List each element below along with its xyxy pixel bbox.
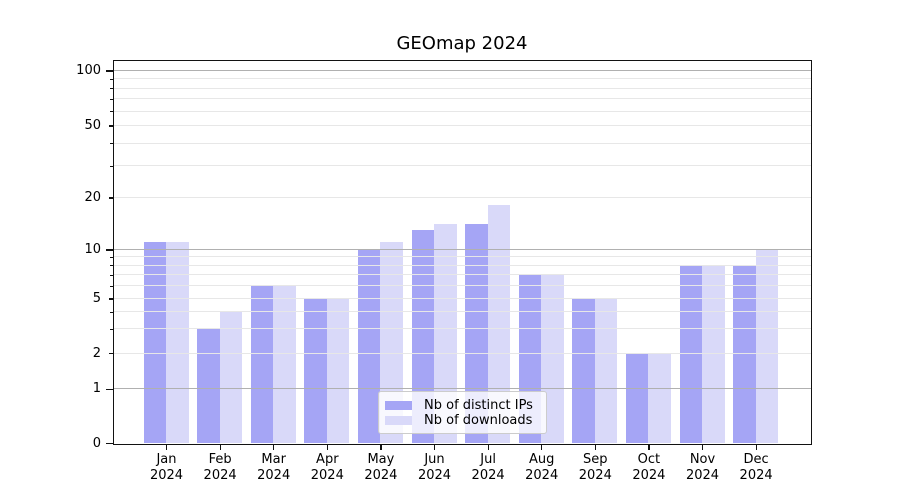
x-tick-label-jul: Jul 2024: [471, 452, 505, 483]
y-tick-mark-minor-8: [110, 265, 113, 267]
gridline-minor-70: [113, 98, 811, 100]
legend-entry-distinct-ips: Nb of distinct IPs: [385, 398, 538, 413]
y-tick-mark-minor-80: [110, 88, 113, 90]
x-tick-label-dec: Dec 2024: [739, 452, 773, 483]
gridline-minor-60: [113, 110, 811, 112]
legend-entry-downloads: Nb of downloads: [385, 413, 538, 428]
gridline-minor-30: [113, 165, 811, 167]
x-tick-mark-dec: [755, 445, 757, 450]
x-tick-label-apr: Apr 2024: [310, 452, 344, 483]
bar-may-ips: [357, 249, 381, 443]
y-tick-label-2: 2: [92, 345, 101, 361]
y-tick-label-10: 10: [84, 242, 101, 257]
x-tick-label-feb: Feb 2024: [203, 452, 237, 483]
bar-nov-ips: [679, 265, 702, 443]
y-tick-label-100: 100: [76, 63, 101, 78]
y-tick-label-1: 1: [92, 381, 101, 397]
x-tick-mark-feb: [219, 445, 221, 450]
bar-oct-ips: [625, 353, 649, 443]
bar-apr-downloads: [326, 298, 350, 443]
gridline-minor-40: [113, 142, 811, 144]
bar-jan-ips: [143, 242, 166, 443]
bar-feb-ips: [197, 328, 220, 443]
y-tick-mark-0: [106, 442, 113, 445]
x-tick-mark-nov: [701, 445, 704, 450]
x-tick-label-jun: Jun 2024: [417, 452, 452, 483]
y-tick-mark-minor-3: [110, 328, 113, 331]
y-tick-mark-minor-4: [110, 311, 113, 313]
bar-dec-downloads: [755, 249, 779, 443]
gridline-major-100: [113, 70, 811, 71]
y-tick-mark-minor-40: [110, 142, 113, 145]
bar-mar-downloads: [273, 285, 296, 443]
y-tick-mark-50: [108, 125, 113, 127]
bar-mar-ips: [250, 285, 274, 443]
x-tick-mark-apr: [326, 445, 328, 450]
y-tick-mark-20: [108, 197, 113, 199]
gridline-minor-90: [113, 78, 811, 80]
y-tick-mark-minor-90: [110, 78, 113, 81]
x-tick-mark-aug: [541, 445, 543, 450]
y-tick-mark-5: [108, 298, 113, 300]
legend-label-downloads: Nb of downloads: [424, 413, 533, 428]
x-tick-mark-mar: [273, 445, 275, 450]
bar-sep-ips: [572, 298, 595, 443]
y-tick-label-5: 5: [92, 291, 101, 306]
y-tick-mark-minor-60: [110, 110, 113, 113]
y-tick-mark-minor-7: [110, 274, 113, 276]
legend-label-distinct-ips: Nb of distinct IPs: [424, 398, 533, 413]
x-tick-mark-jun: [433, 445, 436, 450]
legend: Nb of distinct IPs Nb of downloads: [378, 391, 547, 434]
chart-title: GEOmap 2024: [396, 33, 528, 54]
x-tick-mark-sep: [594, 445, 596, 450]
y-tick-mark-minor-30: [110, 165, 113, 167]
x-tick-label-mar: Mar 2024: [257, 452, 291, 483]
legend-swatch-downloads: [385, 415, 412, 426]
x-tick-label-may: May 2024: [364, 452, 398, 483]
plot-area: [112, 59, 812, 445]
x-tick-mark-may: [380, 445, 382, 450]
x-tick-mark-oct: [648, 445, 650, 450]
bar-nov-downloads: [702, 265, 725, 443]
bar-oct-downloads: [648, 353, 671, 443]
x-tick-label-sep: Sep 2024: [578, 452, 612, 483]
bar-dec-ips: [733, 265, 756, 443]
bar-jun-ips: [411, 229, 434, 443]
y-tick-mark-1: [106, 388, 113, 390]
bar-apr-ips: [304, 298, 327, 443]
y-tick-mark-minor-6: [110, 285, 113, 287]
bar-jan-downloads: [166, 242, 189, 443]
gridline-minor-50: [113, 125, 811, 126]
legend-swatch-distinct-ips: [385, 400, 412, 411]
y-tick-mark-minor-70: [110, 98, 113, 100]
gridline-minor-80: [113, 87, 811, 89]
y-tick-mark-2: [108, 352, 113, 355]
y-tick-mark-10: [106, 249, 113, 251]
y-tick-mark-100: [106, 70, 113, 72]
x-tick-mark-jul: [487, 445, 489, 450]
y-tick-label-0: 0: [92, 435, 101, 451]
bar-feb-downloads: [219, 311, 243, 443]
bar-sep-downloads: [594, 298, 618, 443]
gridline-minor-9: [113, 256, 811, 258]
gridline-major-10: [113, 249, 811, 250]
y-tick-label-20: 20: [84, 190, 101, 205]
x-tick-mark-jan: [165, 445, 168, 450]
x-tick-label-aug: Aug 2024: [525, 452, 559, 483]
x-tick-label-oct: Oct 2024: [632, 452, 666, 483]
y-tick-mark-minor-9: [110, 256, 113, 259]
x-tick-label-jan: Jan 2024: [149, 452, 184, 483]
gridline-minor-20: [113, 197, 811, 198]
x-tick-label-nov: Nov 2024: [685, 452, 720, 483]
y-tick-label-50: 50: [84, 118, 101, 133]
